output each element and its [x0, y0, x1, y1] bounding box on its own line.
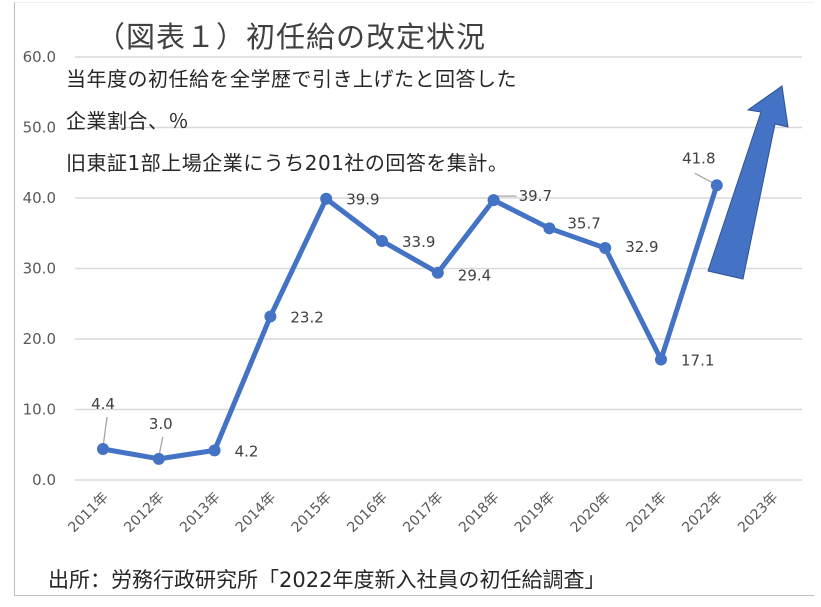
x-tick-label: 2018年 [456, 490, 502, 536]
x-tick-label: 2014年 [233, 490, 279, 536]
y-tick-label: 20.0 [23, 330, 56, 348]
data-label: 4.4 [91, 395, 115, 413]
x-tick-label: 2015年 [289, 490, 335, 536]
data-label: 29.4 [458, 267, 491, 285]
data-point [208, 444, 221, 457]
data-labels: 4.4 3.0 4.2 23.2 39.9 33.9 29.4 39.7 35.7 32.9 17.… [91, 149, 715, 460]
y-tick-label: 30.0 [23, 260, 56, 278]
data-label: 23.2 [290, 308, 323, 326]
data-point [152, 452, 165, 465]
chart-note-line-3: 旧東証1部上場企業にうち201社の回答を集計。 [66, 151, 509, 175]
chart-note-line-1: 当年度の初任給を全学歴で引き上げたと回答した [66, 67, 517, 91]
up-arrow-icon [707, 85, 789, 280]
data-label: 32.9 [625, 238, 658, 256]
data-point [264, 310, 277, 323]
chart-title: （図表１）初任給の改定状況 [96, 20, 487, 54]
label-leader-lines [102, 172, 715, 457]
data-point [97, 442, 109, 455]
data-label: 41.8 [682, 149, 715, 167]
y-tick-label: 50.0 [23, 119, 56, 137]
data-point [543, 222, 556, 235]
x-tick-label: 2021年 [623, 490, 669, 536]
data-point [655, 353, 667, 366]
data-point [599, 242, 612, 255]
y-tick-label: 40.0 [23, 189, 56, 207]
chart-frame [14, 2, 814, 596]
data-markers [97, 179, 723, 465]
y-tick-label: 0.0 [32, 471, 56, 489]
data-label: 17.1 [681, 351, 714, 369]
data-label: 4.2 [235, 442, 259, 460]
data-point [376, 235, 388, 248]
y-axis: 0.0 10.0 20.0 30.0 40.0 50.0 60.0 [23, 48, 56, 489]
y-tick-label: 10.0 [23, 401, 56, 419]
data-label: 39.9 [346, 191, 379, 209]
x-tick-label: 2011年 [65, 490, 111, 536]
data-label: 39.7 [519, 187, 552, 205]
data-label: 33.9 [402, 233, 435, 251]
chart-note-line-2: 企業割合、％ [66, 109, 189, 133]
x-tick-label: 2020年 [568, 490, 614, 536]
x-tick-label: 2019年 [512, 490, 558, 536]
series-line [100, 182, 720, 462]
data-label: 35.7 [567, 214, 600, 232]
x-axis: 2011年 2012年 2013年 2014年 2015年 2016年 2017年 2018年… [65, 490, 781, 536]
data-label: 3.0 [149, 415, 173, 433]
data-point [710, 179, 723, 192]
x-tick-label: 2016年 [344, 490, 390, 536]
x-tick-label: 2023年 [735, 490, 781, 536]
x-tick-label: 2013年 [177, 490, 223, 536]
x-tick-label: 2012年 [121, 490, 167, 536]
y-tick-label: 60.0 [23, 48, 56, 66]
source-note: 出所：労務行政研究所「2022年度新入社員の初任給調査」 [48, 568, 606, 592]
x-tick-label: 2017年 [400, 490, 446, 536]
data-point [487, 194, 500, 207]
data-point [320, 192, 333, 205]
data-point [431, 266, 444, 279]
x-tick-label: 2022年 [679, 490, 725, 536]
